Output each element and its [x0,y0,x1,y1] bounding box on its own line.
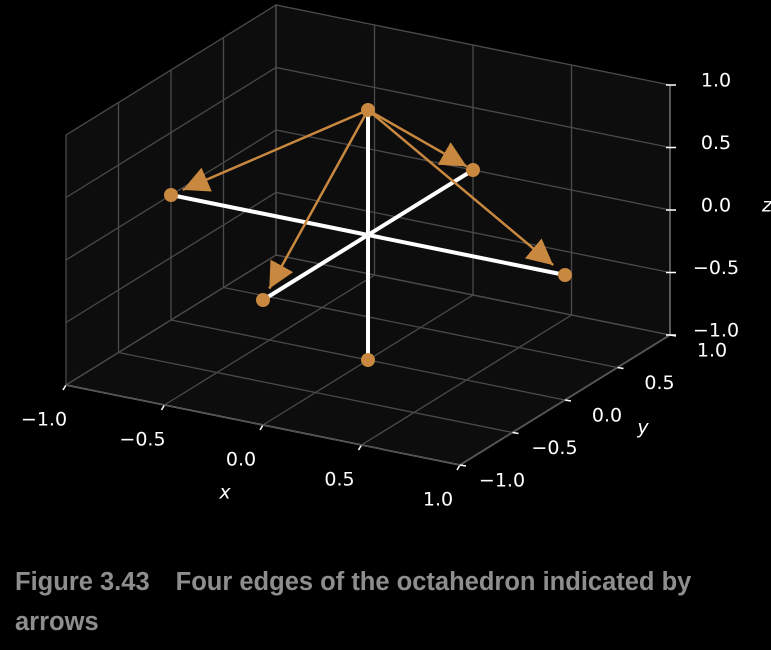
x-tick-label: −0.5 [119,429,165,451]
z-tick-label: 0.0 [701,195,731,217]
point [361,103,375,117]
x-tick-label: 0.5 [324,469,354,491]
grid-line [65,129,671,261]
grid-line [65,66,671,199]
grid-line [65,4,671,136]
point [361,353,375,367]
z-tick-label: −1.0 [693,320,739,342]
point [164,188,178,202]
y-tick [459,464,467,467]
y-tick-label: −0.5 [531,437,577,459]
caption-label: Figure 3.43 [15,568,150,596]
y-tick-label: 0.5 [644,372,674,394]
caption-text: Four edges of the octahedron indicated b… [15,568,692,636]
x-tick [456,464,461,471]
grid-line [65,254,671,386]
x-axis-label: x [218,482,231,504]
y-tick [617,366,624,370]
chart: x y z −1.0−0.50.00.51.0−1.0−0.50.00.51.0… [21,4,771,511]
y-tick-label: 1.0 [697,340,727,362]
x-tick [259,424,264,431]
point [558,268,572,282]
y-tick-label: 0.0 [592,405,622,427]
point [256,293,270,307]
x-tick [62,384,67,391]
z-tick-label: 1.0 [701,70,731,92]
y-axis-label: y [636,417,649,439]
caption: Figure 3.43 Four edges of the octahedron … [15,562,765,642]
z-axis-label: z [761,195,771,217]
x-tick [357,444,363,451]
y-tick-label: −1.0 [479,470,525,492]
x-tick [160,404,166,411]
z-tick-label: 0.5 [701,132,731,154]
y-tick [564,399,572,402]
y-tick [512,431,519,435]
point [466,163,480,177]
x-tick-label: 0.0 [226,449,256,471]
arrow [367,108,468,168]
z-tick-label: −0.5 [693,257,739,279]
x-tick-label: −1.0 [21,409,67,431]
x-tick-label: 1.0 [423,489,453,511]
arrow [182,108,369,192]
arrow [367,109,554,267]
arrow [268,109,370,290]
